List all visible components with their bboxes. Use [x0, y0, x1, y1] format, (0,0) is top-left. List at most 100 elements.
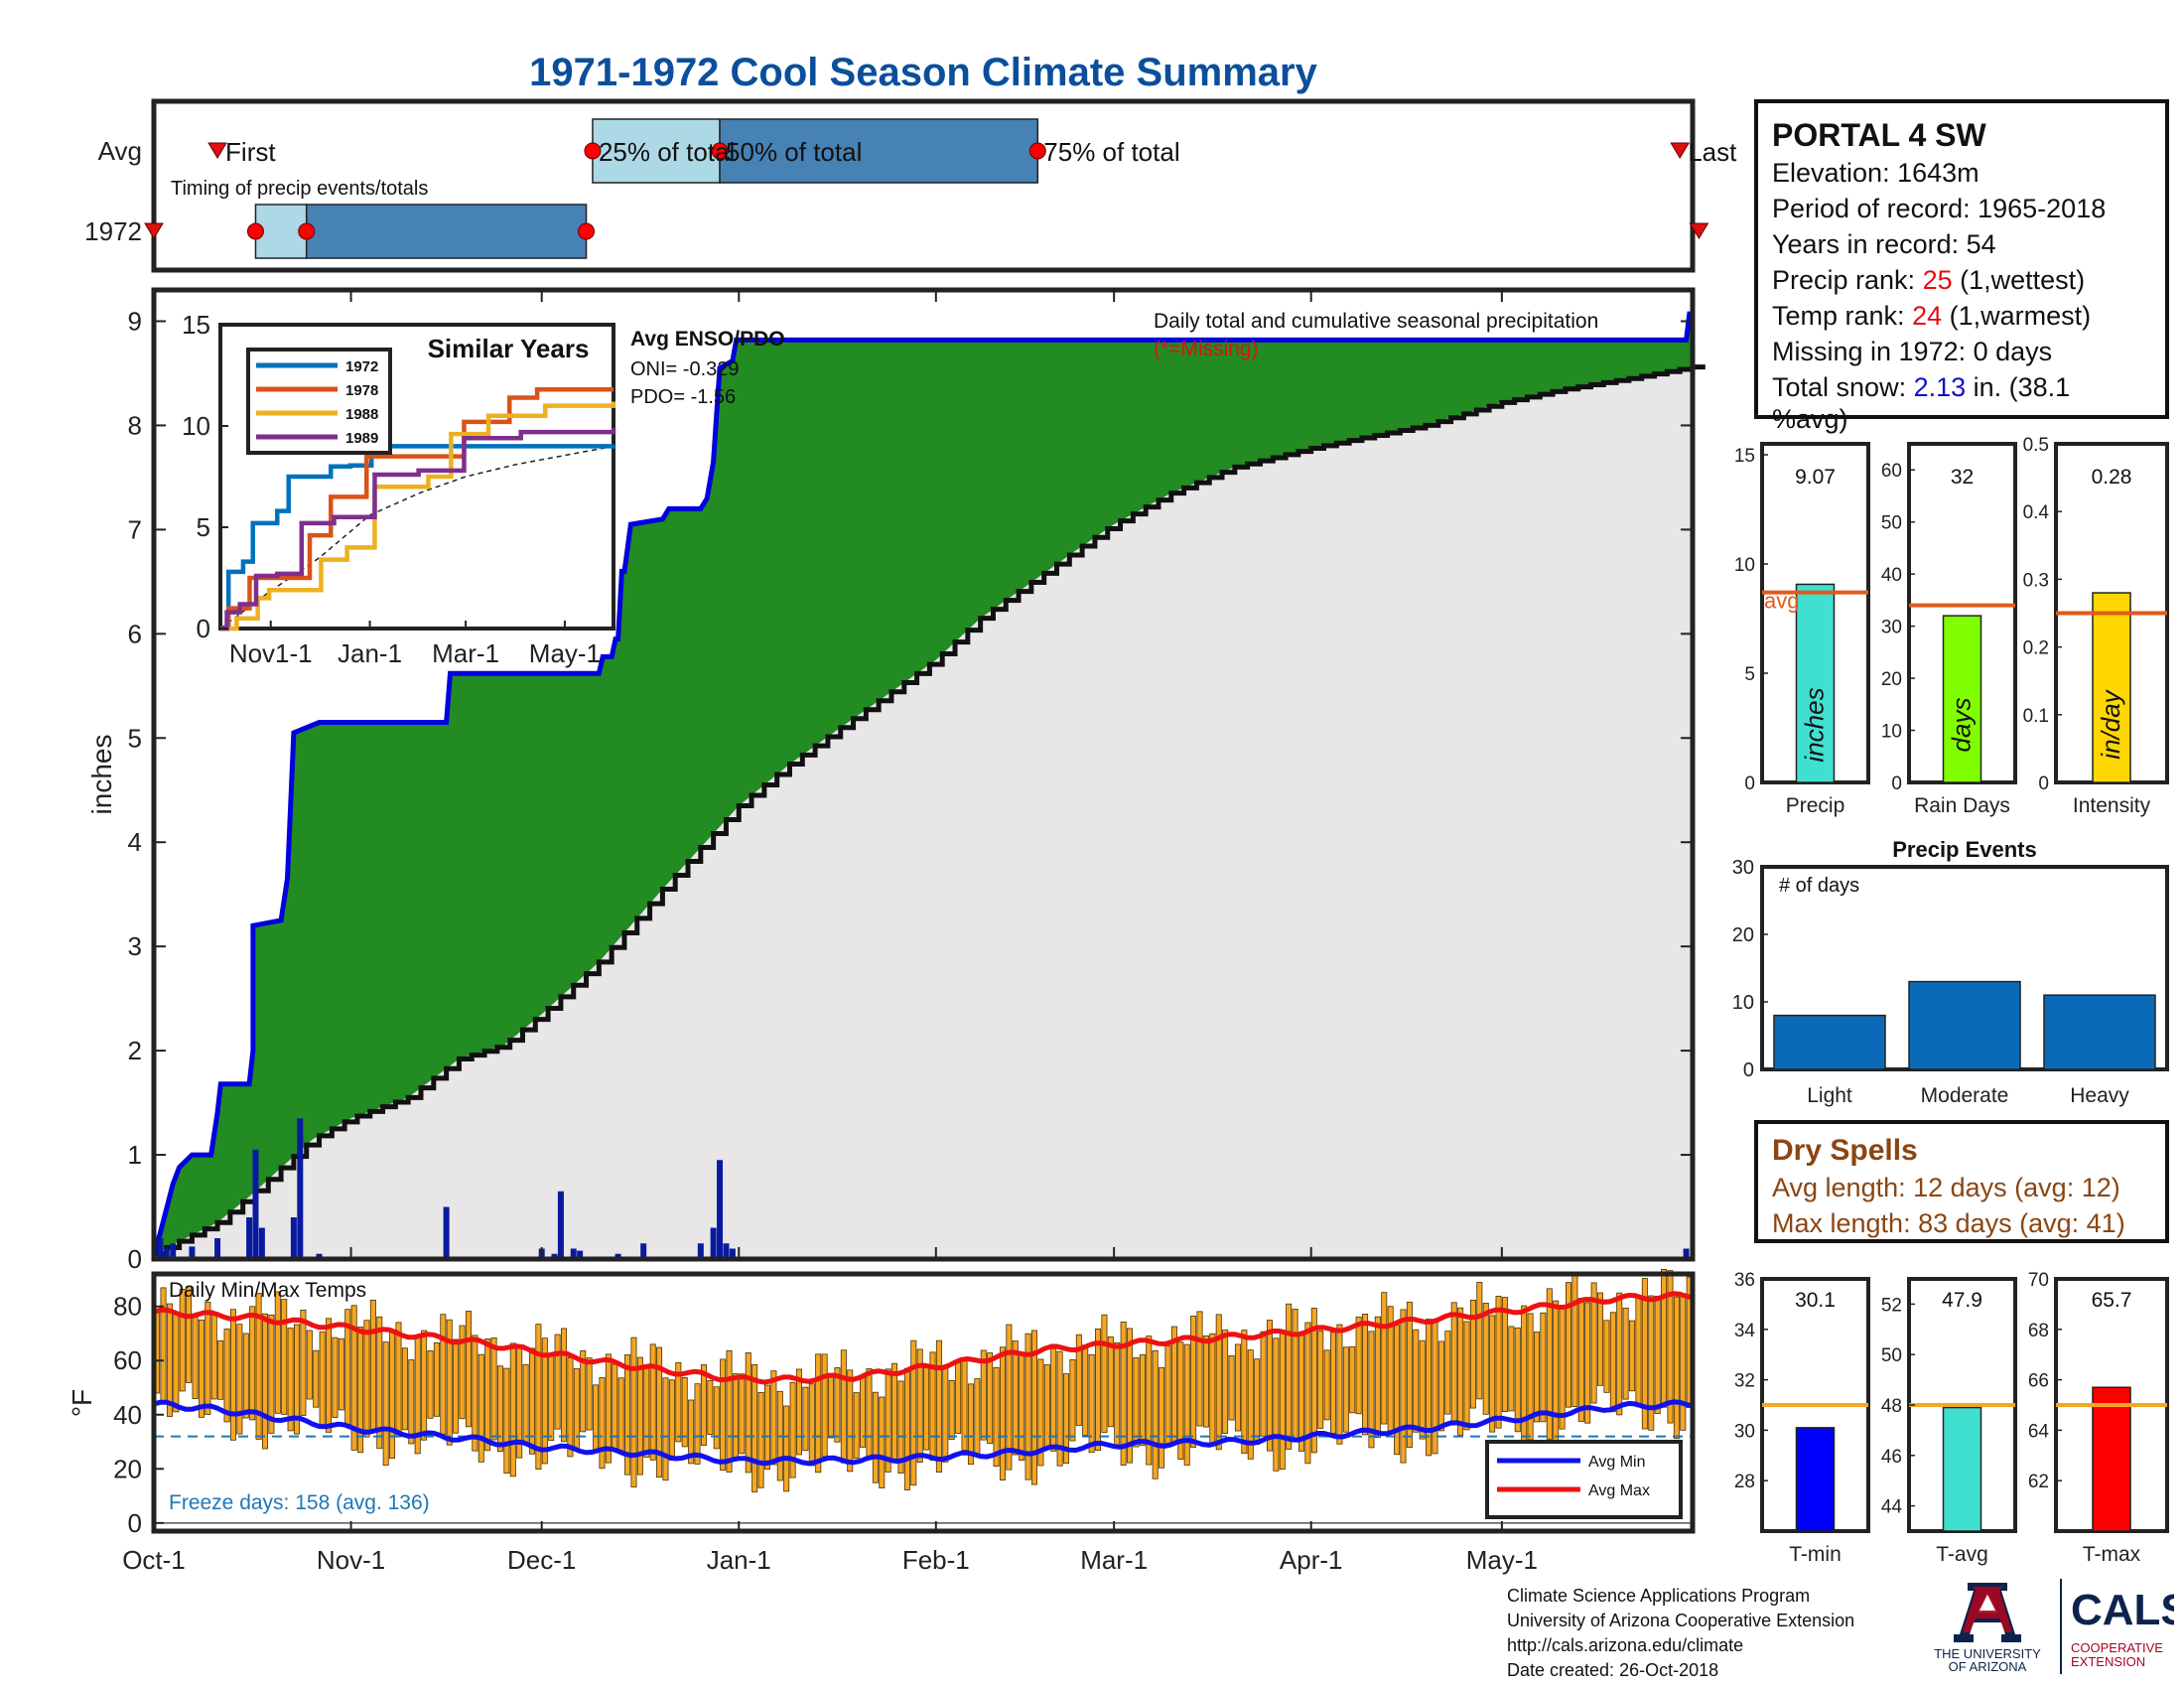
temp-stat-value: 30.1 [1795, 1289, 1836, 1312]
daily-temp-bar [605, 1353, 612, 1464]
daily-temp-bar [1159, 1366, 1165, 1469]
y-tick-label: 7 [128, 514, 142, 544]
daily-precip-bar [557, 1191, 564, 1259]
daily-temp-bar [179, 1288, 186, 1392]
x-tick-label: Jan-1 [707, 1545, 771, 1575]
temp-caption: Daily Min/Max Temps [169, 1279, 366, 1302]
daily-temp-bar [1139, 1354, 1146, 1447]
daily-temp-bar [281, 1299, 288, 1415]
daily-temp-bar [509, 1342, 516, 1477]
daily-temp-bar [363, 1320, 370, 1438]
daily-temp-bar [1101, 1314, 1108, 1433]
events-category-label: Heavy [2070, 1084, 2129, 1107]
daily-temp-bar [1095, 1328, 1102, 1452]
station-elevation: Elevation: 1643m [1772, 158, 1979, 188]
x-tick-label: May-1 [1466, 1545, 1538, 1575]
daily-temp-bar [287, 1328, 294, 1432]
daily-temp-bar [490, 1336, 497, 1441]
footer-line-4: Date created: 26-Oct-2018 [1507, 1660, 1719, 1680]
daily-temp-bar [528, 1347, 535, 1455]
daily-temp-bar [229, 1309, 236, 1441]
timing-row-label: Avg [98, 136, 142, 166]
daily-precip-bar [577, 1250, 584, 1259]
daily-temp-bar [897, 1380, 904, 1474]
daily-temp-bar [1394, 1325, 1401, 1456]
temp-y-tick-label: 40 [113, 1400, 142, 1430]
daily-temp-bar [688, 1399, 695, 1465]
daily-precip-bar [252, 1149, 259, 1259]
p25-label: 25% of total [599, 137, 735, 167]
temp-stat-bar [1942, 1406, 1982, 1532]
daily-temp-bar [720, 1358, 727, 1471]
precip-caption: Daily total and cumulative seasonal prec… [1154, 310, 1598, 333]
daily-temp-bar [1349, 1345, 1356, 1414]
daily-temp-bar [1432, 1319, 1438, 1455]
daily-temp-bar [166, 1303, 173, 1417]
temp-stat-value: 65.7 [2092, 1289, 2132, 1312]
temp-y-tick-label: 0 [128, 1508, 142, 1538]
daily-temp-bar [1247, 1349, 1254, 1460]
inset-x-tick-label: May-1 [529, 638, 601, 668]
daily-temp-bar [1362, 1314, 1369, 1436]
daily-temp-bar [421, 1330, 428, 1441]
events-y-tick-label: 0 [1743, 1059, 1754, 1081]
stat-bar [1942, 615, 1982, 783]
missing-days: Missing in 1972: 0 days [1772, 337, 2053, 366]
timing-triangle [144, 222, 164, 239]
stat-y-tick-label: 20 [1881, 669, 1902, 690]
daily-temp-bar [1648, 1295, 1655, 1431]
daily-temp-bar [1286, 1303, 1293, 1450]
temp-stat-y-tick-label: 66 [2028, 1371, 2049, 1392]
daily-temp-bar [1616, 1292, 1623, 1416]
daily-temp-bar [1127, 1328, 1134, 1464]
enso-title: Avg ENSO/PDO [630, 328, 785, 351]
daily-temp-bar [1495, 1296, 1502, 1429]
daily-temp-bar [891, 1362, 898, 1463]
daily-precip-bar [290, 1217, 297, 1259]
stat-unit: inches [1800, 687, 1830, 762]
daily-temp-bar [879, 1396, 886, 1488]
timing-triangle [207, 142, 227, 159]
events-title: Precip Events [1892, 837, 2037, 862]
daily-temp-bar [1584, 1302, 1591, 1424]
daily-temp-bar [1088, 1353, 1095, 1454]
daily-temp-bar [821, 1353, 828, 1458]
daily-temp-bar [1037, 1358, 1044, 1467]
daily-temp-bar [440, 1314, 447, 1435]
events-y-tick-label: 30 [1732, 857, 1754, 879]
events-bar [1773, 1014, 1886, 1070]
temp-plot-frame [151, 1271, 1696, 1534]
temp-stat-y-tick-label: 50 [1881, 1345, 1902, 1366]
x-tick-label: Nov-1 [317, 1545, 385, 1575]
daily-precip-bar [1683, 1248, 1690, 1259]
daily-precip-bar [729, 1248, 736, 1259]
daily-temp-bar [1266, 1320, 1273, 1452]
daily-temp-bar [1400, 1309, 1407, 1464]
cals-logo: CALS COOPERATIVE EXTENSION [2060, 1579, 2174, 1674]
timing-box-50-75 [305, 204, 588, 259]
daily-temp-bar [1120, 1321, 1127, 1466]
daily-temp-bar [1273, 1337, 1280, 1472]
daily-temp-bar [1463, 1321, 1470, 1431]
daily-temp-bar [1381, 1292, 1388, 1425]
inset-avg-line [219, 445, 614, 630]
daily-temp-bar [910, 1339, 917, 1486]
daily-temp-bar [1641, 1278, 1648, 1430]
daily-temp-bar [1489, 1315, 1496, 1433]
events-ylabel: # of days [1779, 875, 1859, 897]
daily-temp-bar [382, 1341, 389, 1467]
footer-line-1: Climate Science Applications Program [1507, 1586, 1811, 1606]
daily-temp-bar [872, 1391, 879, 1483]
daily-temp-bar [459, 1325, 466, 1420]
daily-temp-bar [757, 1391, 764, 1488]
daily-temp-bar [1673, 1296, 1680, 1440]
temp-stats-panels: 30.1 T-min 28 30 32 34 36 47.9 T-avg 44 46 48 50 52 65… [1734, 1270, 2169, 1566]
stat-y-tick-label: 0.4 [2023, 502, 2050, 523]
timing-triangle [1670, 142, 1691, 159]
daily-temp-bar [1215, 1314, 1222, 1451]
daily-temp-bar [1437, 1340, 1444, 1432]
timing-marker [298, 222, 316, 240]
daily-temp-bar [1482, 1303, 1489, 1415]
stat-y-tick-label: 15 [1734, 446, 1755, 467]
y-tick-label: 5 [128, 723, 142, 753]
